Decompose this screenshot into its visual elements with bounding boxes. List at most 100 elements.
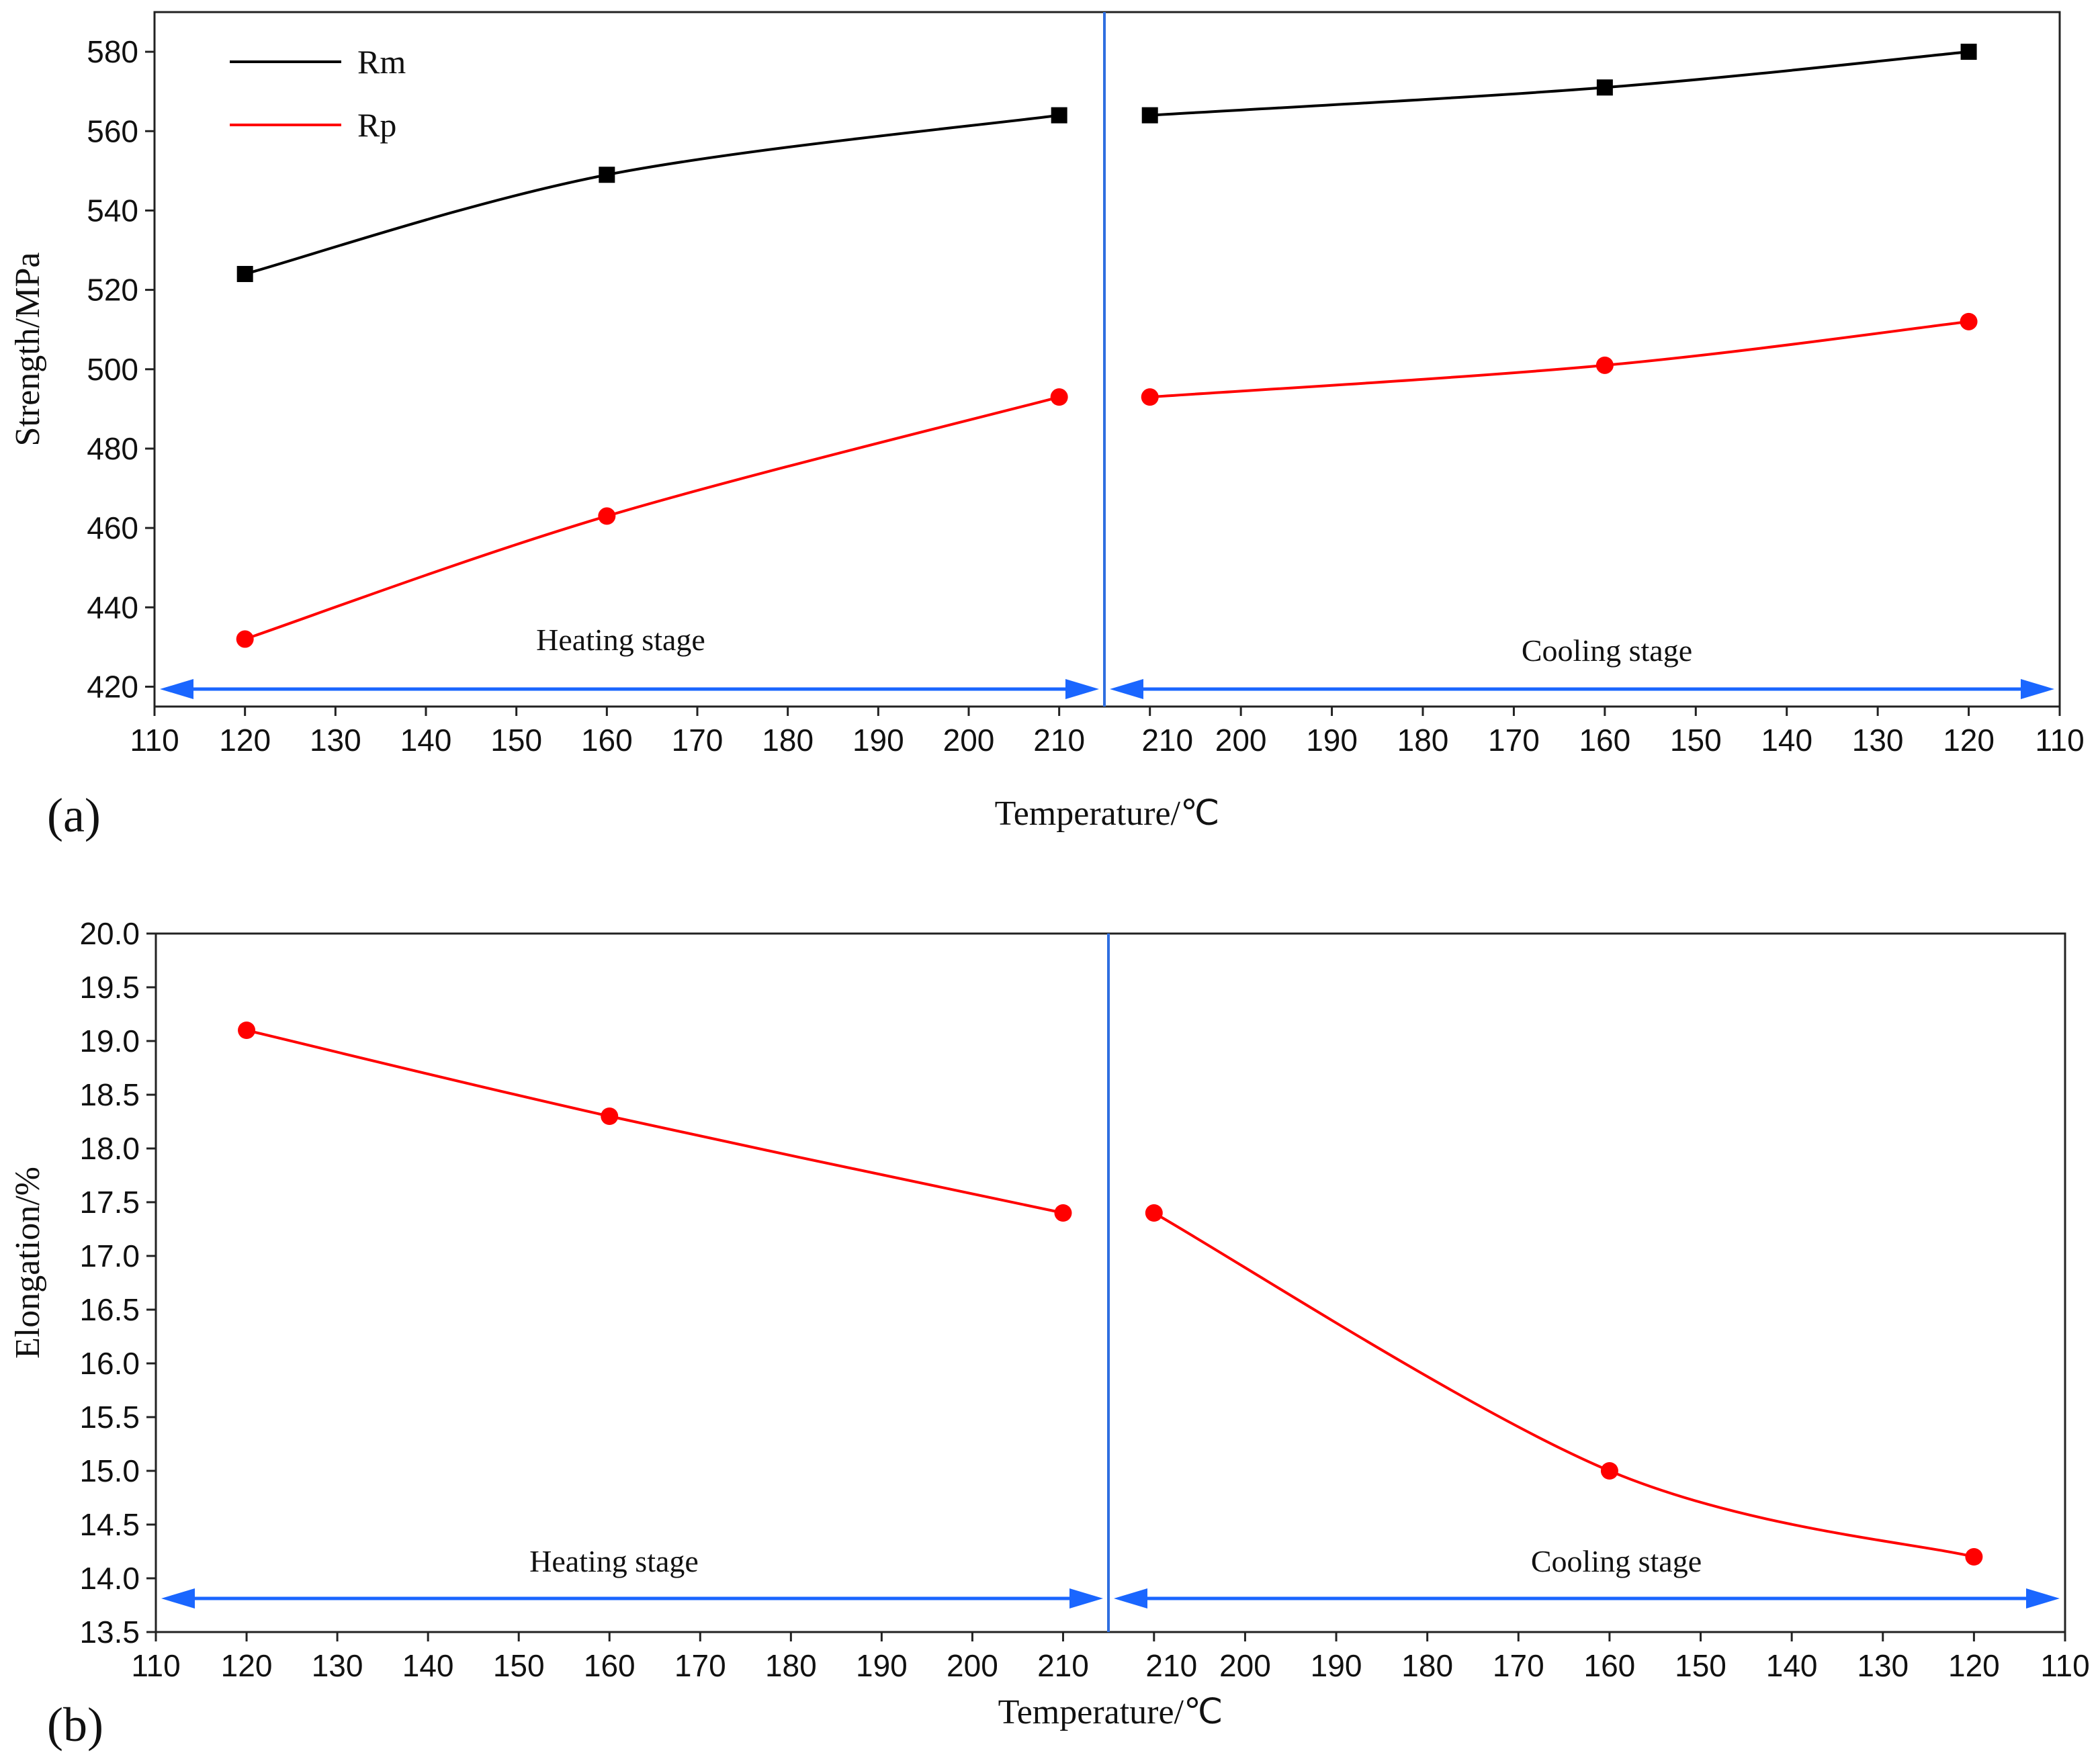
heating-arrow-head-right <box>1065 679 1099 699</box>
data-point-rp <box>1050 388 1068 406</box>
data-point-elongation <box>1600 1462 1618 1480</box>
y-tick-label: 19.0 <box>79 1024 140 1058</box>
x-tick-label: 150 <box>1675 1648 1726 1683</box>
panel-b: 13.5 14.0 14.5 15.0 15.5 16.0 16.5 17.0 17.5 18.0… <box>9 916 2090 1752</box>
x-tick-label: 210 <box>1033 723 1085 758</box>
data-point-rm <box>1960 44 1977 60</box>
x-tick-label: 170 <box>672 723 724 758</box>
x-tick-label: 140 <box>1766 1648 1818 1683</box>
x-tick-label: 160 <box>1584 1648 1636 1683</box>
x-tick-label: 150 <box>490 723 542 758</box>
y-tick-label: 480 <box>87 431 138 466</box>
y-tick-label: 13.5 <box>79 1615 140 1649</box>
y-tick-label: 500 <box>87 352 138 387</box>
x-tick-label: 110 <box>130 723 179 758</box>
x-tick-label: 140 <box>400 723 452 758</box>
data-point-elongation <box>238 1022 256 1039</box>
y-tick-label: 16.5 <box>79 1292 140 1327</box>
y-tick-label: 20.0 <box>79 916 140 951</box>
x-tick-label: 200 <box>1219 1648 1271 1683</box>
data-point-elongation <box>1145 1204 1163 1222</box>
x-tick-label: 110 <box>131 1648 180 1683</box>
heating-arrow-head-right <box>1069 1588 1103 1609</box>
y-tick-label: 580 <box>87 34 138 69</box>
x-tick-label: 150 <box>1670 723 1722 758</box>
panel-label: (b) <box>47 1698 103 1752</box>
x-tick-label: 190 <box>1306 723 1358 758</box>
y-tick-label: 420 <box>87 669 138 704</box>
heating-stage-label: Heating stage <box>536 623 705 657</box>
series-line-elongation-heating <box>246 1029 1063 1214</box>
x-tick-label: 110 <box>2040 1648 2089 1683</box>
cooling-arrow-head-right <box>2021 679 2054 699</box>
cooling-stage-label: Cooling stage <box>1531 1544 1702 1578</box>
heating-arrow-head-left <box>161 1588 195 1609</box>
x-tick-label: 180 <box>1401 1648 1453 1683</box>
plot-frame <box>153 11 2061 708</box>
y-tick-label: 14.5 <box>79 1507 140 1542</box>
x-tick-label: 160 <box>581 723 633 758</box>
cooling-arrow-head-left <box>1110 679 1143 699</box>
x-tick-label: 190 <box>1311 1648 1362 1683</box>
x-axis-title: Temperature/℃ <box>995 795 1220 833</box>
data-point-elongation <box>1054 1204 1072 1222</box>
data-point-rm <box>236 265 253 282</box>
data-point-rm <box>1141 107 1158 124</box>
data-point-rp <box>1960 312 1978 330</box>
x-axis-title: Temperature/℃ <box>998 1693 1223 1731</box>
y-tick-label: 18.0 <box>79 1131 140 1166</box>
cooling-arrow-head-right <box>2026 1588 2060 1609</box>
x-tick-label: 110 <box>2035 723 2084 758</box>
data-point-elongation <box>1965 1548 1983 1566</box>
x-tick-label: 120 <box>221 1648 273 1683</box>
plot-frame <box>155 932 2066 1633</box>
x-tick-label: 170 <box>674 1648 726 1683</box>
series-line-rp-cooling <box>1149 320 1969 399</box>
y-tick-label: 15.5 <box>79 1400 140 1435</box>
y-tick-label: 18.5 <box>79 1077 140 1112</box>
x-tick-label: 130 <box>1852 723 1904 758</box>
x-tick-label: 130 <box>1857 1648 1909 1683</box>
x-tick-label: 200 <box>947 1648 998 1683</box>
x-tick-label: 170 <box>1493 1648 1544 1683</box>
data-point-rp <box>1141 388 1159 406</box>
x-tick-label: 120 <box>219 723 271 758</box>
x-tick-label: 150 <box>493 1648 545 1683</box>
y-tick-label: 17.5 <box>79 1185 140 1220</box>
y-tick-label: 440 <box>87 590 138 625</box>
y-tick-label: 540 <box>87 193 138 228</box>
x-tick-label: 210 <box>1145 1648 1197 1683</box>
x-tick-label: 170 <box>1488 723 1540 758</box>
panel-a: 420 440 460 480 500 520 540 560 580 110 120 130 140 1… <box>9 11 2085 842</box>
data-point-rm <box>1596 79 1613 96</box>
x-tick-label: 130 <box>310 723 361 758</box>
y-tick-label: 19.5 <box>79 970 140 1005</box>
x-tick-label: 190 <box>856 1648 908 1683</box>
y-tick-label: 15.0 <box>79 1453 140 1488</box>
x-tick-label: 120 <box>1943 723 1995 758</box>
series-line-rp-heating <box>245 396 1060 641</box>
y-tick-label: 520 <box>87 273 138 308</box>
data-point-rm <box>1051 107 1067 124</box>
series-line-rm-cooling <box>1149 50 1969 117</box>
x-tick-label: 180 <box>762 723 814 758</box>
y-tick-label: 16.0 <box>79 1346 140 1381</box>
x-tick-label: 140 <box>1761 723 1812 758</box>
data-point-elongation <box>601 1107 619 1125</box>
y-tick-label: 560 <box>87 114 138 148</box>
data-point-rp <box>236 630 254 648</box>
panel-label: (a) <box>47 788 101 842</box>
y-tick-label: 14.0 <box>79 1561 140 1596</box>
heating-stage-label: Heating stage <box>529 1544 699 1578</box>
data-point-rp <box>598 507 616 525</box>
data-point-rp <box>1595 356 1614 374</box>
x-tick-label: 130 <box>312 1648 363 1683</box>
y-axis-title: Elongation/% <box>9 1167 47 1359</box>
x-tick-label: 210 <box>1037 1648 1089 1683</box>
series-line-elongation-cooling <box>1153 1212 1974 1558</box>
x-tick-label: 140 <box>402 1648 454 1683</box>
x-tick-label: 210 <box>1141 723 1193 758</box>
x-tick-label: 160 <box>584 1648 636 1683</box>
x-tick-label: 200 <box>1215 723 1267 758</box>
